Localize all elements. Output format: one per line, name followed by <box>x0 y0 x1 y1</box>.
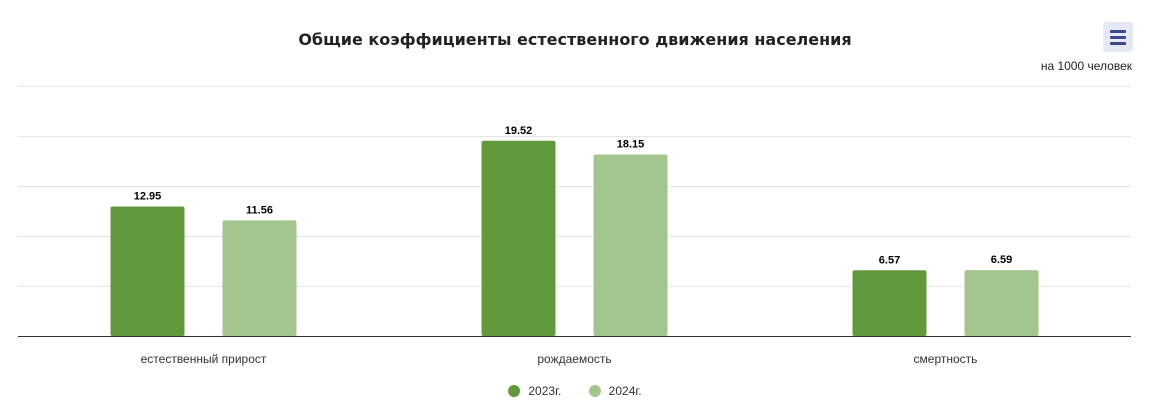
data-label: 18.15 <box>617 139 645 151</box>
bar-2023-0 <box>110 206 185 336</box>
bar-2024-0 <box>222 220 297 336</box>
bar-2023-1 <box>481 140 556 336</box>
legend-marker-2023 <box>508 385 521 397</box>
hamburger-menu-icon <box>1110 30 1126 33</box>
x-tick-label: рождаемость <box>537 352 611 366</box>
data-label: 11.56 <box>246 204 273 216</box>
legend: 2023г. 2024г. <box>0 384 1150 400</box>
legend-marker-2024 <box>588 385 601 397</box>
data-label: 19.52 <box>505 125 533 137</box>
x-tick-label: естественный прирост <box>141 352 267 366</box>
hamburger-menu-icon-bar <box>1110 42 1126 45</box>
bar-2023-2 <box>852 270 927 336</box>
legend-item-2024[interactable]: 2024г. <box>588 384 642 398</box>
hamburger-menu-icon-bar <box>1110 36 1126 39</box>
data-label: 6.57 <box>879 254 900 266</box>
bar-2024-2 <box>964 270 1039 336</box>
chart-menu-button[interactable] <box>1103 22 1133 52</box>
legend-label-2024: 2024г. <box>608 384 642 398</box>
legend-item-2023[interactable]: 2023г. <box>508 384 561 398</box>
data-label: 12.95 <box>134 191 162 203</box>
units-label: на 1000 человек <box>1040 59 1132 73</box>
legend-label-2023: 2023г. <box>528 384 562 398</box>
bar-2024-1 <box>593 154 668 336</box>
x-tick-label: смертность <box>914 352 978 366</box>
chart-title: Общие коэффициенты естественного движени… <box>298 30 852 49</box>
data-label: 6.59 <box>991 254 1012 266</box>
